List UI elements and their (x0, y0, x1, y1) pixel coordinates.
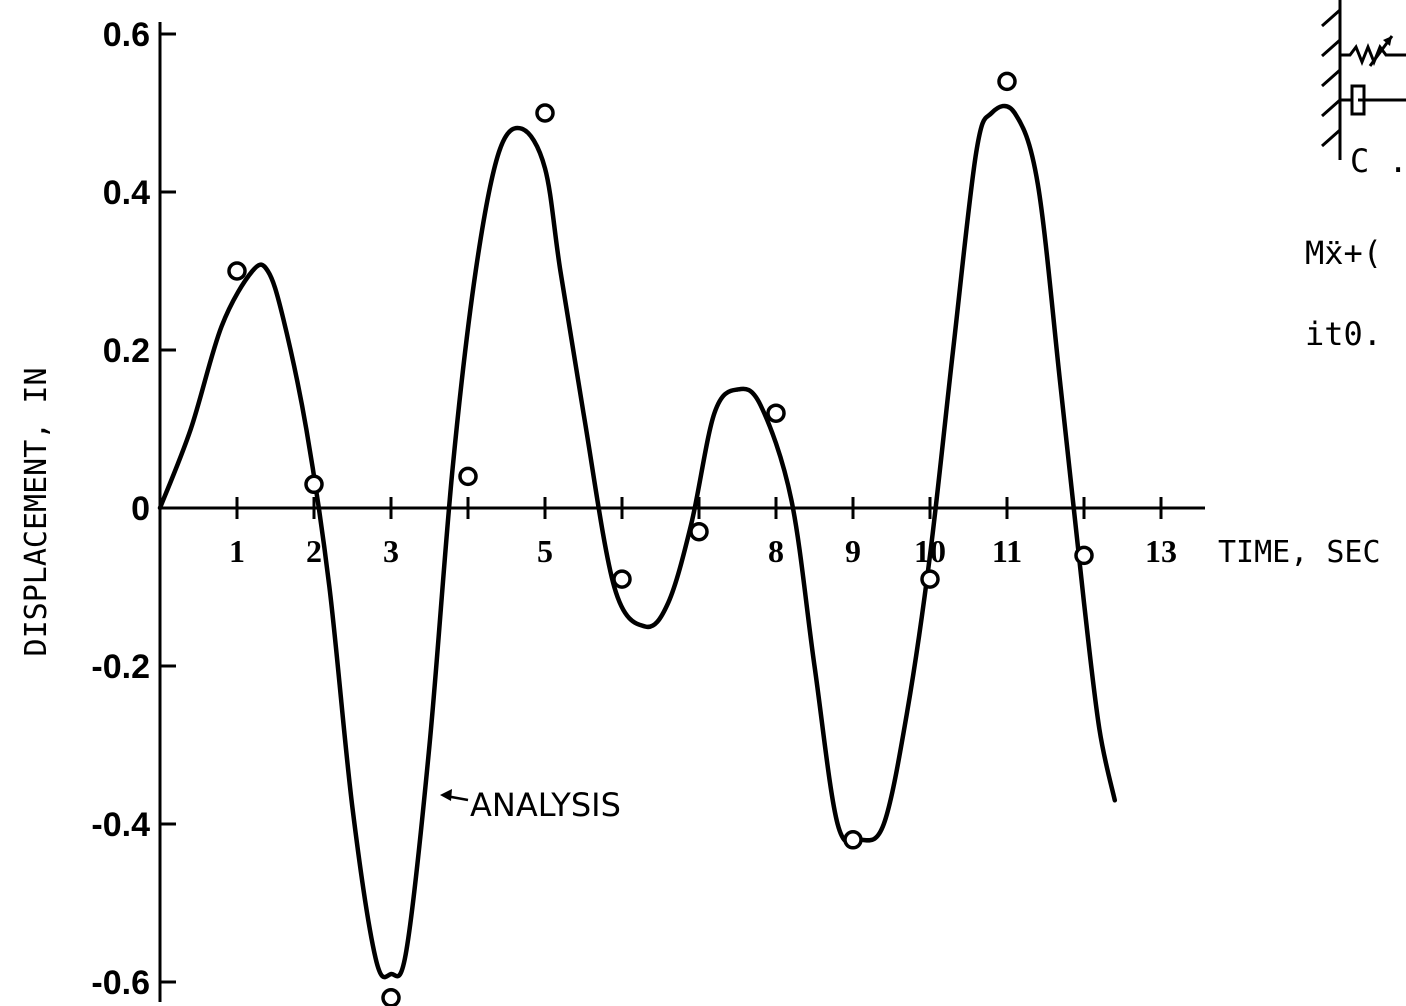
y-tick-label: -0.4 (91, 806, 150, 844)
y-tick-label: 0 (131, 490, 150, 528)
equation-fragment: Mẍ+( (1305, 234, 1382, 272)
analysis-annotation: ANALYSIS (440, 786, 621, 824)
model-schematic: C . (1321, 0, 1406, 180)
data-point (227, 261, 247, 281)
x-tick-label: 9 (845, 533, 861, 569)
analysis-curve (157, 103, 1118, 980)
x-tick-label: 1 (229, 533, 245, 569)
y-tick-label: 0.2 (103, 332, 150, 370)
x-tick-label: 3 (383, 533, 399, 569)
y-axis-title: DISPLACEMENT, IN (19, 368, 54, 657)
data-point (381, 988, 401, 1006)
y-tick-label: -0.2 (91, 648, 150, 686)
x-tick-label: 13 (1145, 533, 1177, 569)
data-point (304, 474, 324, 495)
inset-label: C . (1350, 142, 1406, 180)
data-point (612, 569, 632, 589)
spring-icon (1340, 42, 1406, 67)
y-ticks: 0.6 0.4 0.2 0 -0.2 -0.4 -0.6 (91, 16, 176, 1002)
data-point (843, 830, 863, 850)
data-point (920, 569, 940, 589)
x-tick-label: 2 (306, 533, 322, 569)
y-tick-label: 0.6 (103, 16, 150, 54)
data-point (997, 71, 1017, 92)
series-layer (157, 71, 1118, 1006)
data-point (458, 466, 478, 487)
x-tick-label: 11 (992, 533, 1022, 569)
data-point (766, 403, 786, 423)
data-point (535, 103, 555, 123)
y-tick-label: -0.6 (91, 964, 150, 1002)
x-tick-label: 8 (768, 533, 784, 569)
x-axis-title: TIME, SEC (1218, 535, 1381, 570)
data-point (1074, 545, 1094, 566)
y-tick-label: 0.4 (103, 174, 150, 212)
analysis-label: ANALYSIS (470, 786, 621, 824)
equation-fragment-2: it0. (1305, 315, 1382, 353)
x-tick-label: 5 (537, 533, 553, 569)
analysis-arrow-head (440, 789, 452, 801)
data-point (689, 521, 709, 542)
